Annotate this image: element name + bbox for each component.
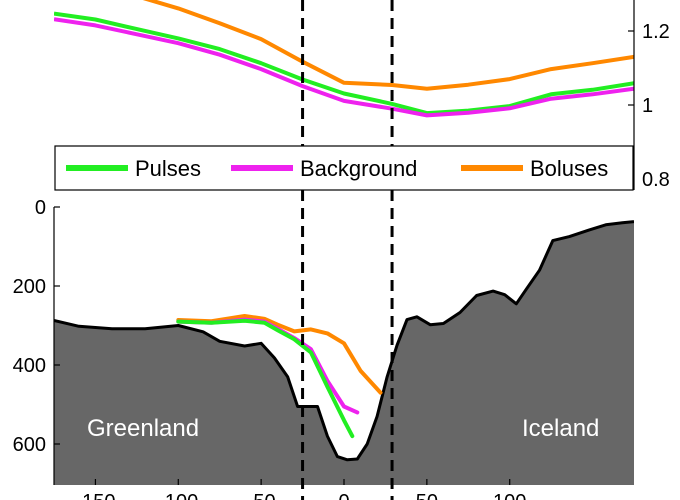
legend-label-background: Background <box>300 156 417 181</box>
top-panel: 0.8 1 1.2 Pulses Background Boluses <box>54 0 670 191</box>
bottom-x-tick-label: -50 <box>247 491 276 500</box>
seafloor-area <box>54 221 634 485</box>
legend-box <box>54 145 634 191</box>
top-series-line-boluses <box>142 0 634 91</box>
bottom-x-tick-label: 100 <box>493 491 526 500</box>
legend-label-boluses: Boluses <box>530 156 608 181</box>
bottom-x-tick-label: -150 <box>75 491 115 500</box>
top-y-tick-label: 1.2 <box>642 21 670 43</box>
top-y-tick-label: 1 <box>642 95 653 117</box>
depth-series-line-boluses <box>176 314 383 395</box>
bottom-x-tick-label: -100 <box>158 491 198 500</box>
legend: Pulses Background Boluses <box>54 145 634 191</box>
bottom-x-tick-label: 0 <box>338 491 349 500</box>
region-label-greenland: Greenland <box>87 415 199 442</box>
legend-label-pulses: Pulses <box>135 156 201 181</box>
bottom-panel: 0 200 400 600 -150 -100 -50 0 50 100 Greenland I… <box>13 197 634 500</box>
top-series-line-pulses <box>54 11 634 116</box>
region-label-iceland: Iceland <box>522 415 599 442</box>
bottom-y-tick-label: 200 <box>13 276 46 298</box>
bottom-y-tick-label: 400 <box>13 355 46 377</box>
top-series-line-background <box>54 17 634 118</box>
seafloor-outline <box>54 220 634 462</box>
top-y-tick-label: 0.8 <box>642 169 670 191</box>
depth-series-line-pulses <box>176 318 355 439</box>
bottom-y-tick-label: 0 <box>35 197 46 219</box>
bottom-x-tick-label: 50 <box>416 491 438 500</box>
bottom-y-tick-label: 600 <box>13 434 46 456</box>
